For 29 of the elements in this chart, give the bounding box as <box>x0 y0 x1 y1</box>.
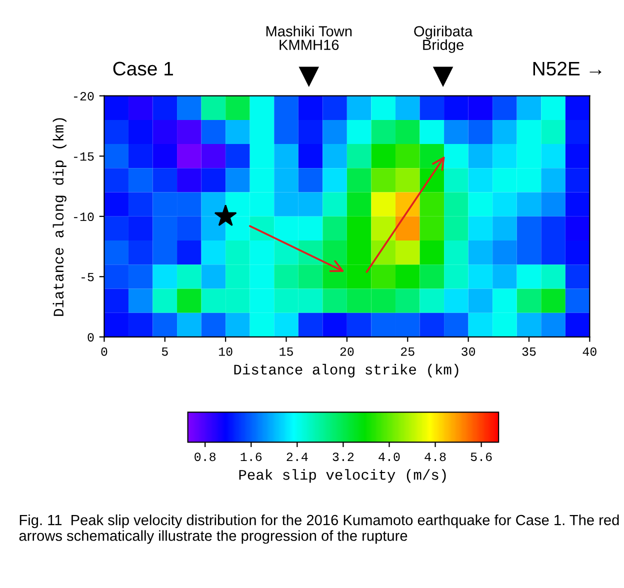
y-tick-label: -15 <box>74 152 94 161</box>
x-tick-label: 20 <box>340 347 354 356</box>
caption: Fig. 11 Peak slip velocity distribution for the 2016 Kumamoto earthquake for Case 1. The red arrows schematically illustrate the progression of the rupture <box>19 514 619 544</box>
color-bar-label: 1.6 <box>240 452 262 462</box>
text: Mashiki Town KMMH16 <box>266 26 352 50</box>
color-bar-label: 3.2 <box>332 452 354 462</box>
y-tick-label: -10 <box>74 212 94 222</box>
text: Case 1 <box>113 62 173 76</box>
color-bar-label: 4.8 <box>424 452 446 462</box>
y-tick-label: 0 <box>88 333 94 342</box>
x-tick-label: 15 <box>280 347 293 356</box>
color-bar-title: Peak slip velocity (m/s) <box>239 469 446 483</box>
color-bar-label: 2.4 <box>286 452 308 461</box>
text: Ogiribata Bridge <box>414 26 473 53</box>
color-bar-label: 4.0 <box>378 452 400 462</box>
x-tick-label: 35 <box>522 347 536 356</box>
x-tick-label: 0 <box>101 347 108 356</box>
y-axis-title: Diatance along dip (km) <box>52 118 66 316</box>
x-tick-label: 25 <box>401 347 414 356</box>
x-axis-title: Distance along strike (km) <box>234 364 458 378</box>
x-tick-label: 10 <box>218 347 232 356</box>
text: N52E → <box>533 62 602 76</box>
x-tick-label: 40 <box>582 347 596 356</box>
color-bar-label: 0.8 <box>194 452 216 462</box>
x-tick-label: 30 <box>462 347 476 356</box>
color-bar-label: 5.6 <box>470 452 492 462</box>
y-tick-label: -5 <box>82 272 94 282</box>
y-tick-label: -20 <box>74 92 94 100</box>
x-tick-label: 5 <box>162 347 168 356</box>
